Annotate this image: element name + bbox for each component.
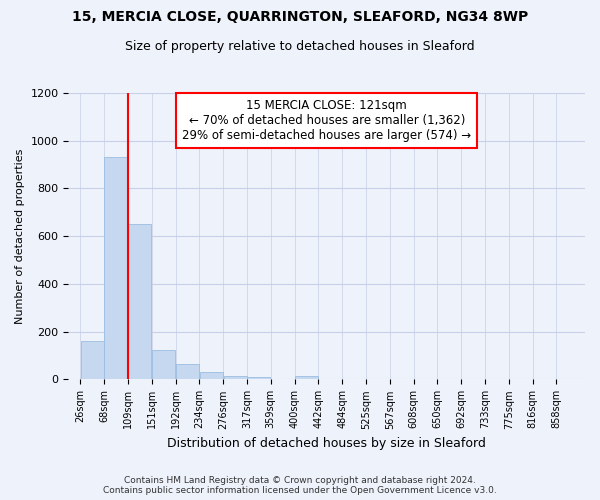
Text: Contains HM Land Registry data © Crown copyright and database right 2024.
Contai: Contains HM Land Registry data © Crown c… bbox=[103, 476, 497, 495]
Y-axis label: Number of detached properties: Number of detached properties bbox=[15, 148, 25, 324]
X-axis label: Distribution of detached houses by size in Sleaford: Distribution of detached houses by size … bbox=[167, 437, 486, 450]
Bar bbox=[247, 377, 271, 380]
Text: 15, MERCIA CLOSE, QUARRINGTON, SLEAFORD, NG34 8WP: 15, MERCIA CLOSE, QUARRINGTON, SLEAFORD,… bbox=[72, 10, 528, 24]
Bar bbox=[128, 224, 151, 380]
Bar bbox=[104, 158, 128, 380]
Bar bbox=[176, 364, 199, 380]
Bar bbox=[295, 376, 318, 380]
Text: Size of property relative to detached houses in Sleaford: Size of property relative to detached ho… bbox=[125, 40, 475, 53]
Bar bbox=[152, 350, 175, 380]
Bar bbox=[224, 376, 247, 380]
Bar bbox=[200, 372, 223, 380]
Bar bbox=[80, 342, 104, 380]
Text: 15 MERCIA CLOSE: 121sqm
← 70% of detached houses are smaller (1,362)
29% of semi: 15 MERCIA CLOSE: 121sqm ← 70% of detache… bbox=[182, 98, 471, 142]
